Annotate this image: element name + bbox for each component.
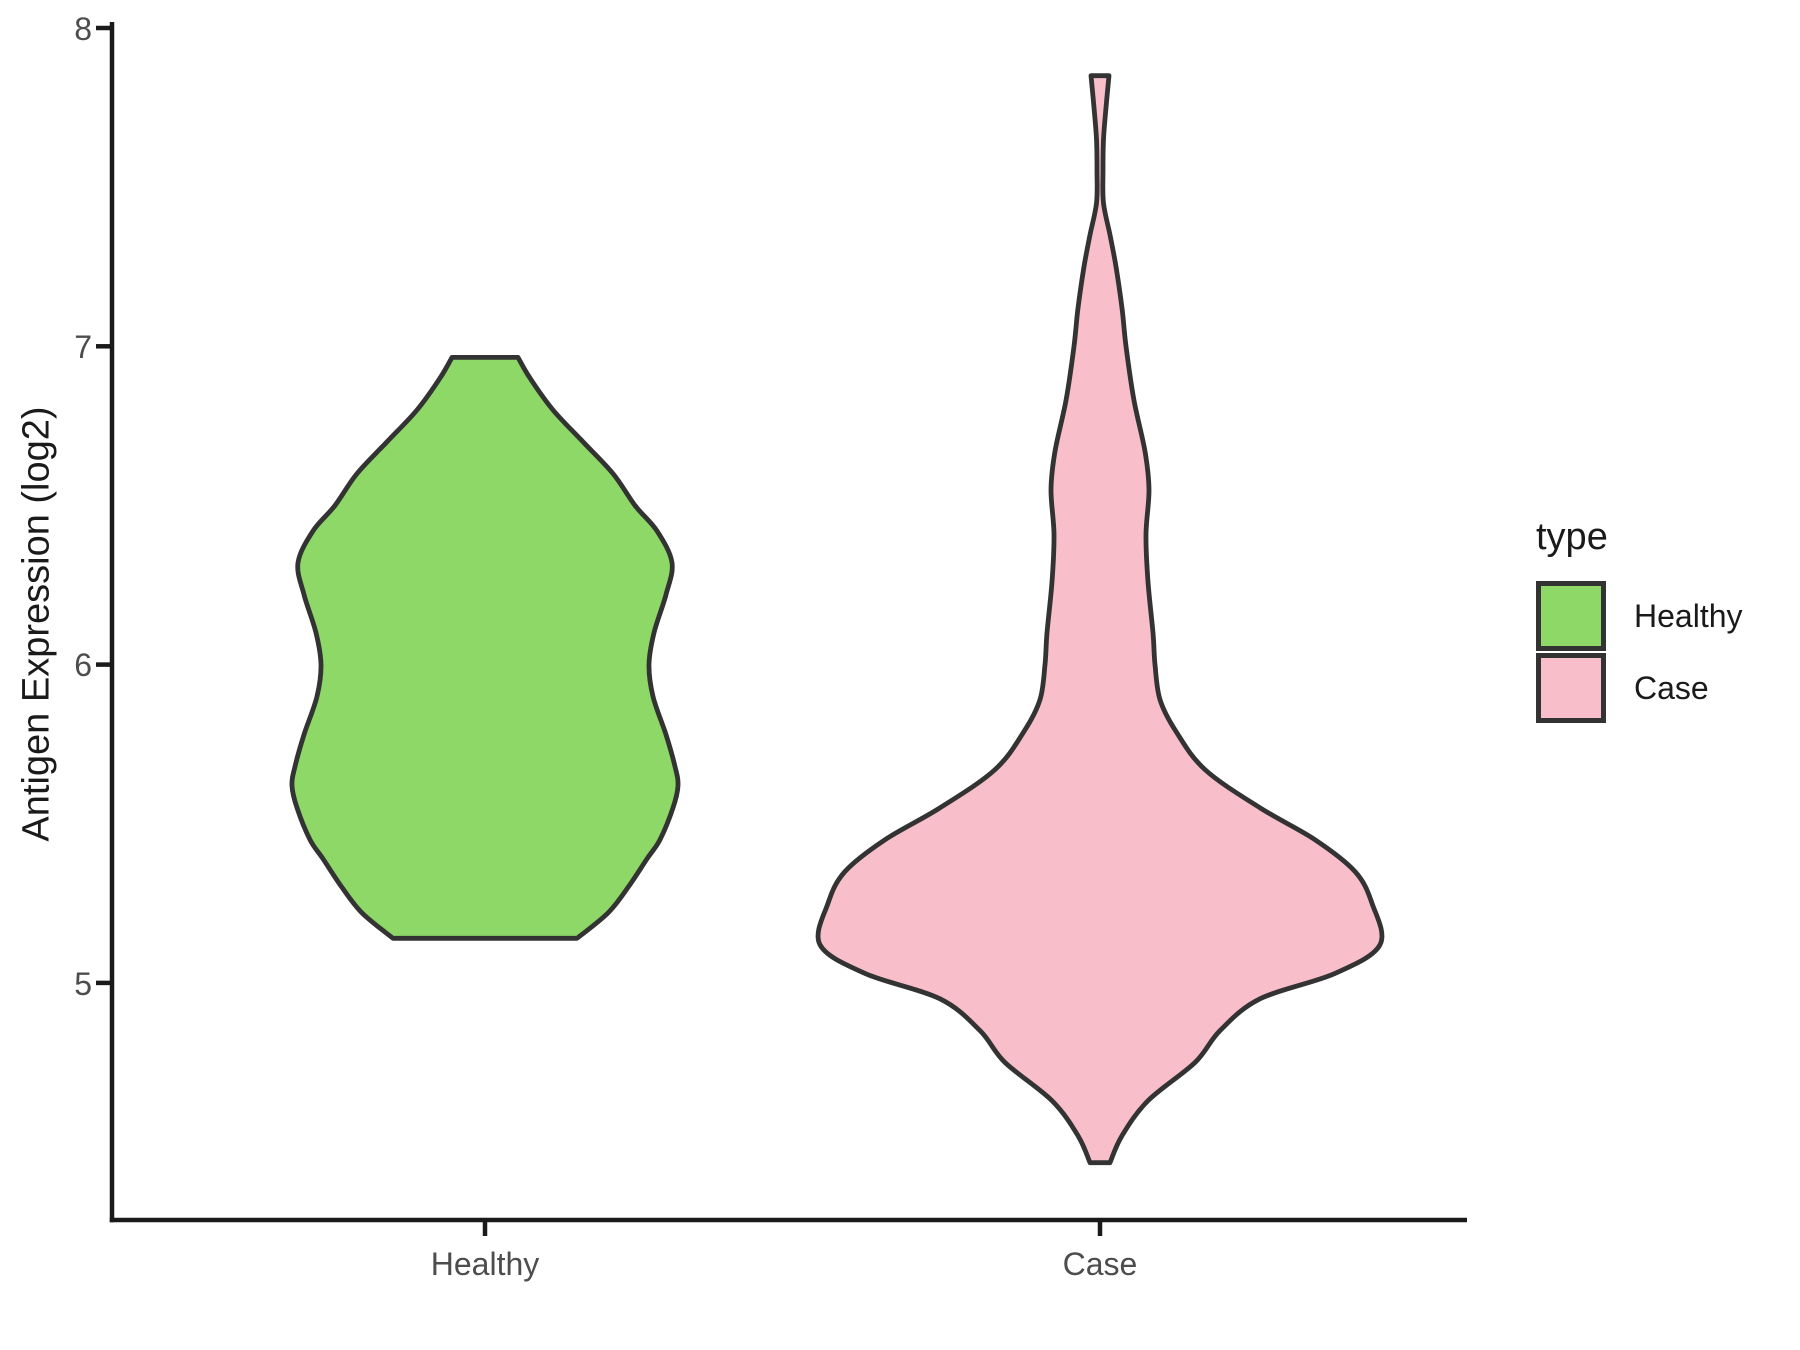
legend-key-case-swatch bbox=[1536, 653, 1606, 723]
y-tick-label-8: 8 bbox=[74, 11, 92, 47]
legend-item-case: Case bbox=[1536, 653, 1743, 723]
legend-label-healthy: Healthy bbox=[1634, 598, 1743, 634]
legend-item-healthy: Healthy bbox=[1536, 581, 1743, 651]
legend-key-healthy-swatch bbox=[1536, 581, 1606, 651]
x-tick-label-healthy: Healthy bbox=[430, 1246, 540, 1282]
x-tick-label-case: Case bbox=[1062, 1246, 1138, 1282]
y-axis-title: Antigen Expression (log2) bbox=[15, 406, 58, 842]
y-tick-label-7: 7 bbox=[74, 329, 92, 365]
violin-healthy bbox=[289, 355, 681, 941]
y-tick-label-6: 6 bbox=[74, 647, 92, 683]
legend-label-case: Case bbox=[1634, 670, 1709, 706]
y-tick-label-5: 5 bbox=[74, 966, 92, 1002]
legend-title: type bbox=[1536, 516, 1608, 558]
legend: type Healthy Case bbox=[1536, 516, 1743, 725]
violin-case bbox=[815, 73, 1385, 1166]
